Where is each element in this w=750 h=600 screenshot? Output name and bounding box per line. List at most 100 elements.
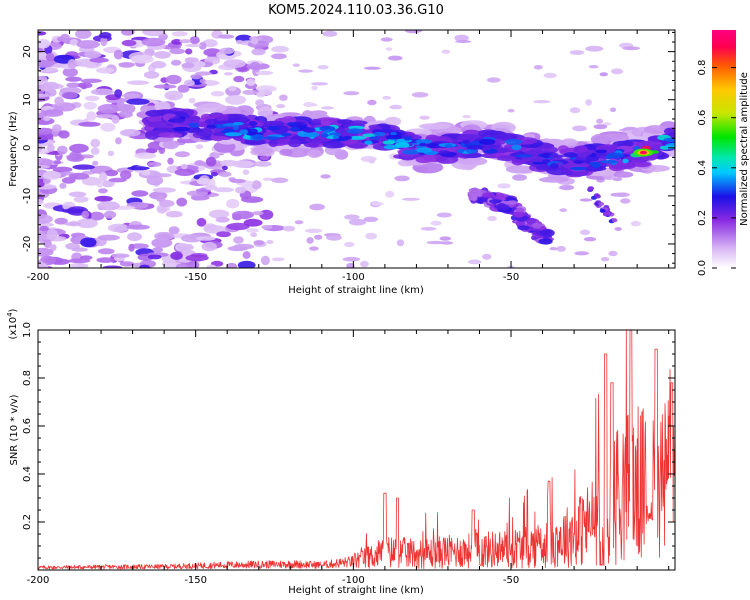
heatmap-cell bbox=[365, 232, 377, 240]
heatmap-cell bbox=[165, 74, 182, 85]
heatmap-cell bbox=[622, 46, 641, 51]
heatmap-cell bbox=[42, 170, 62, 180]
heatmap-cell bbox=[188, 122, 201, 128]
heatmap-cell bbox=[253, 240, 265, 246]
heatmap-cell bbox=[147, 161, 162, 167]
heatmap-cell bbox=[226, 262, 238, 268]
heatmap-cell bbox=[252, 146, 273, 155]
heatmap-cell bbox=[38, 164, 51, 169]
heatmap-cell bbox=[579, 198, 593, 202]
heatmap-cell bbox=[81, 210, 90, 219]
heatmap-cell bbox=[97, 248, 115, 255]
heatmap-cell bbox=[622, 154, 630, 158]
heatmap-cell bbox=[235, 105, 254, 117]
heatmap-cell bbox=[38, 93, 50, 98]
heatmap-cell bbox=[314, 234, 323, 240]
heatmap-cell bbox=[538, 238, 553, 245]
heatmap-cell bbox=[98, 188, 108, 194]
heatmap-cell bbox=[210, 91, 225, 97]
heatmap-cell bbox=[663, 137, 675, 142]
heatmap-cell bbox=[143, 71, 160, 79]
heatmap-cell bbox=[53, 160, 62, 165]
heatmap-cell bbox=[176, 197, 188, 207]
heatmap-cell bbox=[504, 138, 523, 145]
colorbar-tick-label: 0.2 bbox=[697, 210, 708, 226]
heatmap-cell bbox=[126, 224, 150, 230]
heatmap-cell bbox=[158, 132, 183, 138]
heatmap-cell bbox=[507, 200, 518, 205]
heatmap-cell bbox=[419, 115, 430, 120]
heatmap-cell bbox=[583, 237, 597, 242]
heatmap-cell bbox=[198, 121, 208, 128]
heatmap-cell bbox=[320, 133, 329, 138]
heatmap-cell bbox=[420, 226, 437, 231]
heatmap-cell bbox=[203, 225, 226, 234]
heatmap-cell bbox=[250, 37, 259, 45]
heatmap-cell bbox=[139, 264, 150, 268]
heatmap-cell bbox=[380, 37, 393, 42]
heatmap-cell bbox=[220, 159, 238, 167]
y-tick-label: -20 bbox=[22, 236, 33, 252]
heatmap-cell bbox=[86, 111, 97, 121]
heatmap-cell bbox=[46, 229, 58, 239]
heatmap-cell bbox=[249, 61, 261, 71]
heatmap-cell bbox=[130, 54, 154, 64]
snr-y-axis-label: SNR (10 * v/v) bbox=[9, 394, 20, 465]
heatmap-cell bbox=[54, 217, 68, 225]
heatmap-cell bbox=[120, 170, 132, 180]
heatmap-cell bbox=[159, 199, 175, 208]
heatmap-cell bbox=[231, 160, 254, 168]
heatmap-cell bbox=[326, 234, 342, 241]
heatmap-cell bbox=[246, 128, 258, 134]
heatmap-cell bbox=[92, 160, 99, 166]
heatmap-cell bbox=[39, 225, 49, 232]
heatmap-cell bbox=[54, 96, 64, 106]
heatmap-cell bbox=[614, 192, 630, 197]
heatmap-cell bbox=[438, 150, 450, 154]
heatmap-cell bbox=[38, 75, 48, 81]
heatmap-peak bbox=[639, 150, 647, 155]
heatmap-cell bbox=[97, 103, 120, 114]
heatmap-cell bbox=[263, 88, 272, 96]
heatmap-cell bbox=[52, 124, 62, 133]
heatmap-cell bbox=[439, 236, 452, 241]
heatmap-cell bbox=[248, 121, 258, 127]
heatmap-cell bbox=[262, 177, 274, 181]
heatmap-cell bbox=[114, 89, 123, 98]
spectrogram-frame bbox=[37, 29, 676, 269]
heatmap-cell bbox=[124, 104, 136, 114]
heatmap-cell bbox=[199, 78, 206, 84]
heatmap-cell bbox=[95, 114, 118, 119]
heatmap-cell bbox=[154, 231, 174, 241]
heatmap-cell bbox=[59, 33, 70, 43]
heatmap-cell bbox=[88, 211, 105, 221]
heatmap-cell bbox=[585, 45, 604, 52]
heatmap-cell bbox=[77, 82, 93, 89]
heatmap-cell bbox=[479, 138, 496, 145]
heatmap-cell bbox=[532, 161, 544, 165]
heatmap-cell bbox=[115, 137, 122, 145]
heatmap-cell bbox=[38, 199, 44, 205]
heatmap-cell bbox=[266, 126, 281, 131]
heatmap-cell bbox=[611, 68, 624, 75]
y-tick-label: 0.8 bbox=[22, 370, 33, 386]
heatmap-cell bbox=[127, 232, 142, 242]
heatmap-cell bbox=[174, 118, 185, 123]
heatmap-cell bbox=[559, 208, 568, 213]
heatmap-cell bbox=[242, 251, 251, 259]
heatmap-cell bbox=[360, 156, 377, 162]
heatmap-cell bbox=[246, 78, 256, 86]
snr-series-line bbox=[38, 330, 675, 570]
heatmap-cell bbox=[306, 237, 314, 244]
heatmap-cell bbox=[332, 135, 340, 140]
heatmap-cell bbox=[195, 144, 204, 150]
heatmap-cell bbox=[196, 217, 207, 227]
heatmap-cell bbox=[43, 116, 51, 122]
heatmap-cell bbox=[298, 69, 314, 73]
heatmap-cell bbox=[556, 245, 566, 252]
heatmap-cell bbox=[319, 125, 336, 132]
heatmap-cell bbox=[589, 161, 601, 166]
heatmap-cell bbox=[151, 238, 173, 248]
heatmap-cell bbox=[152, 187, 176, 193]
heatmap-cell bbox=[587, 186, 594, 191]
